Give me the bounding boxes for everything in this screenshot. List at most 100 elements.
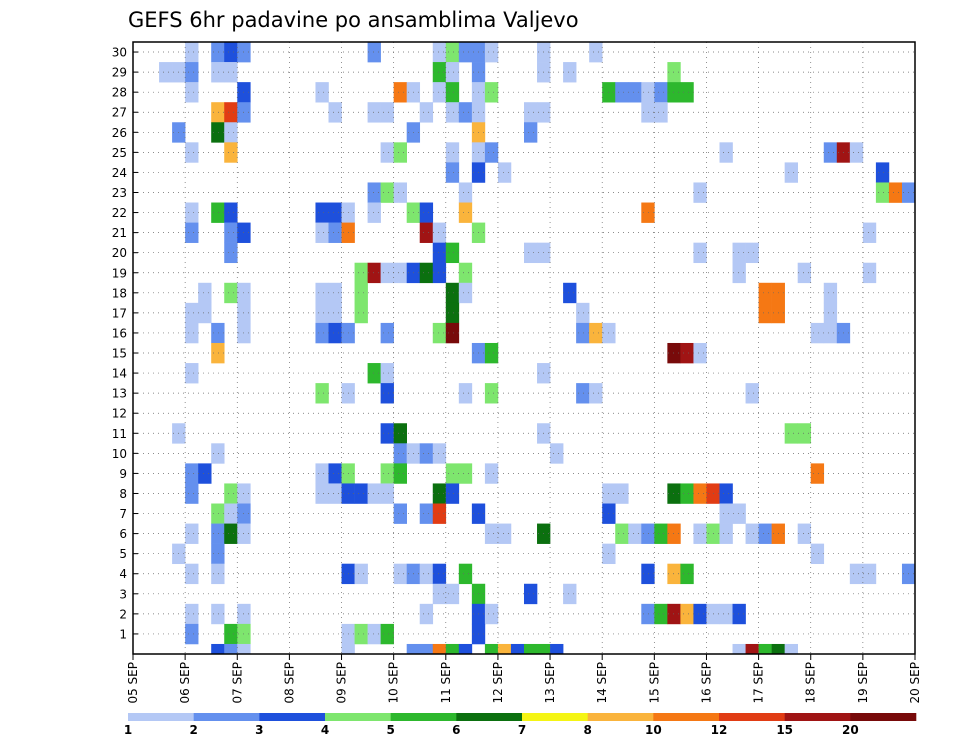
heatmap-cell bbox=[458, 643, 473, 655]
heatmap-cell bbox=[367, 262, 381, 284]
heatmap-cell bbox=[354, 282, 368, 304]
colorbar-swatch bbox=[587, 713, 654, 721]
heatmap-cell bbox=[680, 342, 694, 364]
heatmap-cell bbox=[771, 643, 785, 655]
heatmap-cell bbox=[823, 322, 838, 344]
heatmap-cell bbox=[445, 463, 460, 484]
heatmap-cell bbox=[393, 142, 407, 163]
heatmap-cell bbox=[185, 563, 199, 585]
heatmap-cell bbox=[432, 583, 447, 605]
heatmap-cell bbox=[680, 563, 694, 585]
heatmap-cell bbox=[380, 262, 394, 284]
x-tick-label: 06 SEP bbox=[178, 662, 192, 704]
heatmap-cell bbox=[758, 282, 772, 304]
heatmap-cell bbox=[732, 643, 746, 655]
y-tick-label: 30 bbox=[112, 46, 127, 60]
heatmap-cell bbox=[458, 42, 473, 63]
heatmap-cell bbox=[484, 523, 499, 544]
heatmap-cell bbox=[758, 643, 772, 655]
heatmap-cell bbox=[484, 342, 499, 364]
y-tick-label: 22 bbox=[112, 206, 127, 220]
y-tick-label: 24 bbox=[112, 166, 127, 180]
y-tick-label: 14 bbox=[112, 367, 127, 381]
heatmap-cell bbox=[641, 202, 655, 223]
heatmap-cell bbox=[198, 282, 212, 304]
heatmap-cell bbox=[445, 282, 460, 304]
heatmap-cell bbox=[745, 242, 759, 264]
heatmap-cell bbox=[445, 583, 460, 605]
heatmap-cell bbox=[224, 102, 238, 123]
heatmap-cell bbox=[497, 643, 512, 655]
heatmap-cell bbox=[224, 242, 238, 264]
colorbar-label: 6 bbox=[452, 723, 460, 737]
heatmap-cell bbox=[432, 563, 447, 585]
y-tick-label: 28 bbox=[112, 86, 127, 100]
y-tick-label: 11 bbox=[112, 427, 127, 441]
heatmap-cell bbox=[732, 603, 746, 625]
heatmap-cell bbox=[185, 222, 199, 243]
colorbar-swatch bbox=[719, 713, 785, 721]
y-tick-label: 23 bbox=[112, 186, 127, 200]
heatmap-cell bbox=[823, 302, 838, 324]
heatmap-cell bbox=[641, 603, 655, 625]
x-tick-label: 11 SEP bbox=[439, 662, 453, 704]
colorbar-swatch bbox=[653, 713, 720, 721]
heatmap-cell bbox=[419, 443, 434, 464]
y-tick-label: 27 bbox=[112, 106, 127, 120]
heatmap-cell bbox=[211, 543, 225, 565]
heatmap-cell bbox=[328, 202, 342, 223]
heatmap-cell bbox=[458, 463, 473, 484]
heatmap-cell bbox=[458, 202, 473, 223]
plot-frame bbox=[132, 41, 916, 655]
y-tick-label: 3 bbox=[119, 587, 127, 601]
y-tick-label: 20 bbox=[112, 246, 127, 260]
heatmap-cell bbox=[419, 643, 434, 655]
heatmap-cell bbox=[458, 262, 473, 284]
heatmap-cell bbox=[380, 322, 394, 344]
heatmap-cell bbox=[211, 42, 225, 63]
heatmap-cell bbox=[185, 363, 199, 384]
heatmap-cell bbox=[328, 282, 342, 304]
heatmap-cell bbox=[654, 82, 668, 103]
heatmap-cell bbox=[693, 523, 707, 544]
y-tick-label: 21 bbox=[112, 226, 127, 240]
heatmap-cell bbox=[823, 142, 838, 163]
heatmap-cell bbox=[784, 423, 798, 444]
heatmap-cell bbox=[445, 82, 460, 103]
x-tick-label: 15 SEP bbox=[647, 662, 661, 704]
heatmap-cell bbox=[419, 603, 434, 625]
heatmap-cell bbox=[211, 102, 225, 123]
heatmap-cell bbox=[211, 603, 225, 625]
heatmap-cell bbox=[198, 463, 212, 484]
x-tick-label: 19 SEP bbox=[856, 662, 870, 704]
heatmap-cell bbox=[537, 643, 551, 655]
x-axis-ticks: 05 SEP 06 SEP 07 SEP 08 SEP 09 SEP 10 SEP 11 S… bbox=[126, 654, 922, 704]
y-tick-label: 12 bbox=[112, 407, 127, 421]
heatmap-cell bbox=[445, 162, 460, 183]
heatmap-cell bbox=[693, 242, 707, 264]
heatmap-cell bbox=[380, 423, 394, 444]
heatmap-cell bbox=[524, 122, 538, 143]
y-tick-label: 25 bbox=[112, 146, 127, 160]
heatmap-cell bbox=[185, 603, 199, 625]
heatmap-cell bbox=[354, 262, 368, 284]
heatmap-cell bbox=[198, 302, 212, 324]
heatmap-cell bbox=[315, 383, 329, 404]
heatmap-cell bbox=[745, 383, 759, 404]
heatmap-cell bbox=[484, 643, 499, 655]
heatmap-cell bbox=[211, 62, 225, 83]
heatmap-cell bbox=[589, 42, 603, 63]
heatmap-cell bbox=[380, 383, 394, 404]
heatmap-cell bbox=[667, 62, 681, 83]
heatmap-cell bbox=[732, 242, 746, 264]
heatmap-cell bbox=[367, 483, 381, 504]
x-tick-label: 13 SEP bbox=[543, 662, 557, 704]
x-tick-label: 07 SEP bbox=[230, 662, 244, 704]
heatmap-cell bbox=[224, 222, 238, 243]
heatmap-cell bbox=[367, 363, 381, 384]
heatmap-cell bbox=[211, 122, 225, 143]
heatmap-cell bbox=[211, 563, 225, 585]
heatmap-cell bbox=[849, 142, 864, 163]
heatmap-cell bbox=[810, 463, 825, 484]
colorbar-swatch bbox=[128, 713, 194, 721]
